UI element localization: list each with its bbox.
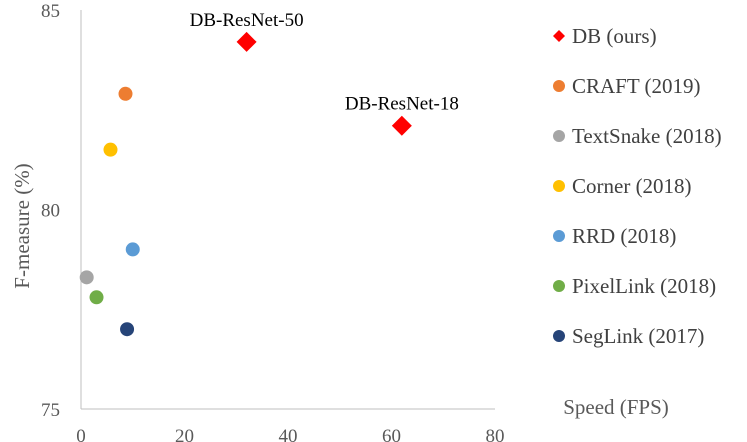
x-tick-label: 60 [382, 426, 401, 442]
annotations: DB-ResNet-50 DB-ResNet-18 [190, 10, 459, 115]
y-tick-label: 85 [41, 1, 60, 22]
legend-item-seglink-2017: SegLink (2017) [553, 324, 704, 348]
axes: 0 20 40 60 80 75 80 85 [41, 1, 505, 442]
legend-marker [553, 330, 565, 342]
data-label-db-resnet-50: DB-ResNet-50 [190, 10, 304, 31]
legend-label: CRAFT (2019) [572, 74, 701, 98]
legend-label: PixelLink (2018) [572, 274, 716, 298]
data-point-craft-2019 [118, 86, 133, 101]
x-tick-label: 80 [486, 426, 505, 442]
legend-label: Corner (2018) [572, 174, 692, 198]
y-tick-label: 75 [41, 400, 60, 421]
data-point-rrd-2018 [125, 242, 140, 257]
data-label-db-resnet-18: DB-ResNet-18 [345, 94, 459, 115]
x-axis-label: Speed (FPS) [563, 395, 669, 419]
x-tick-label: 40 [279, 426, 298, 442]
x-tick-label: 0 [76, 426, 86, 442]
legend-marker [553, 130, 565, 142]
legend-marker [553, 80, 565, 92]
legend-marker [553, 30, 565, 42]
data-point-pixellink-2018 [89, 290, 104, 305]
legend-marker [553, 230, 565, 242]
legend-item-corner-2018: Corner (2018) [553, 174, 692, 198]
legend-item-craft-2019: CRAFT (2019) [553, 74, 701, 98]
legend-item-rrd-2018: RRD (2018) [553, 224, 676, 248]
data-points [79, 31, 412, 337]
y-axis-label: F-measure (%) [10, 163, 34, 288]
legend: DB (ours) CRAFT (2019) TextSnake (2018) Cor… [553, 24, 722, 348]
legend-marker [553, 280, 565, 292]
legend-label: RRD (2018) [572, 224, 676, 248]
data-point-db-ours [236, 31, 257, 52]
legend-label: DB (ours) [572, 24, 657, 48]
data-point-corner-2018 [103, 142, 118, 157]
data-point-textsnake-2018 [79, 270, 94, 285]
data-point-db-ours [391, 115, 412, 136]
data-point-seglink-2017 [120, 322, 135, 337]
legend-label: SegLink (2017) [572, 324, 704, 348]
legend-marker [553, 180, 565, 192]
legend-label: TextSnake (2018) [572, 124, 722, 148]
legend-item-pixellink-2018: PixelLink (2018) [553, 274, 716, 298]
legend-item-db-ours: DB (ours) [553, 24, 657, 48]
y-tick-label: 80 [41, 201, 60, 222]
legend-item-textsnake-2018: TextSnake (2018) [553, 124, 722, 148]
x-tick-label: 20 [175, 426, 194, 442]
